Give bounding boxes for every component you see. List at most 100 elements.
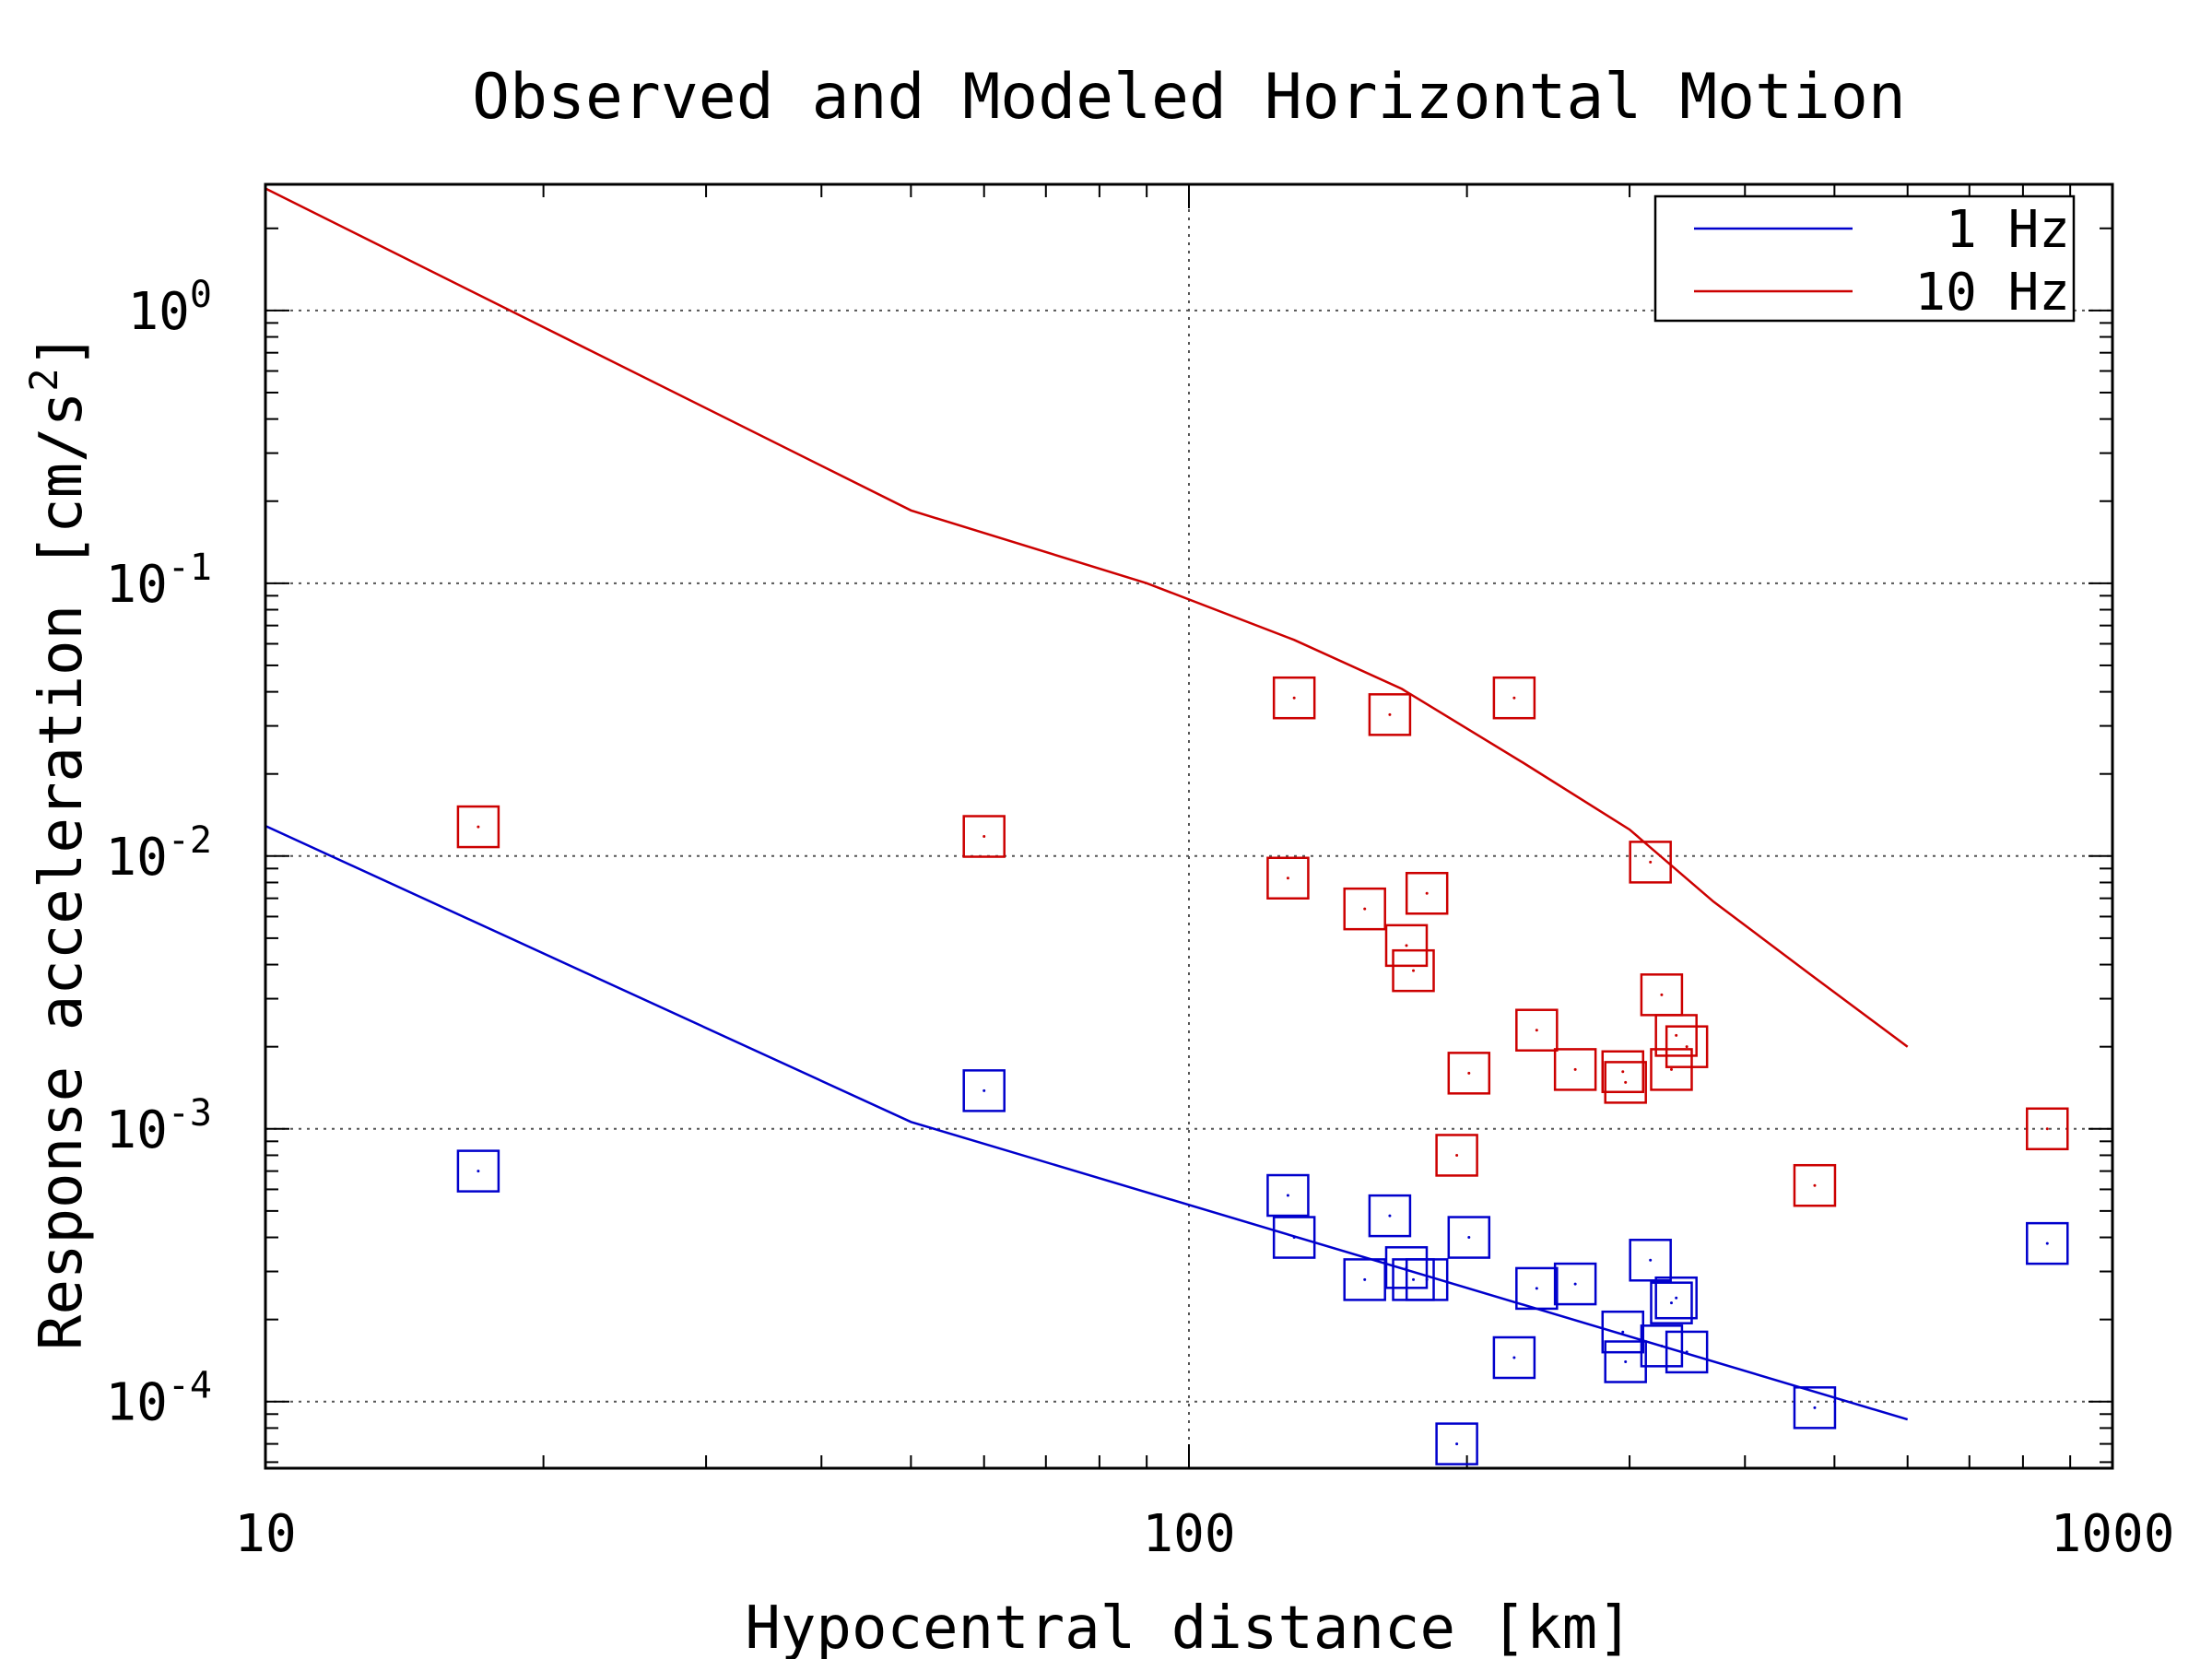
observed-point-dot	[1388, 712, 1392, 716]
observed-point	[1343, 887, 1386, 931]
x-tick-label: 100	[1142, 1504, 1235, 1564]
series-line-1-hz	[265, 824, 1909, 1421]
observed-point	[1435, 1422, 1478, 1465]
observed-point-dot	[477, 825, 480, 829]
observed-point-dot	[1292, 1236, 1296, 1240]
observed-point-dot	[1412, 1277, 1416, 1281]
observed-point-dot	[1388, 1214, 1392, 1218]
observed-point	[1435, 1134, 1478, 1177]
observed-point	[1447, 1052, 1491, 1095]
observed-point	[1654, 1014, 1698, 1057]
observed-point-dot	[1813, 1183, 1817, 1187]
observed-point-dot	[1649, 1258, 1653, 1262]
observed-point	[1492, 676, 1536, 720]
observed-point	[1368, 693, 1412, 736]
observed-point-dot	[1363, 907, 1367, 911]
observed-point-dot	[1573, 1282, 1577, 1286]
plot-frame	[264, 182, 2114, 1470]
observed-point	[1650, 1048, 1693, 1091]
observed-point-dot	[982, 1088, 986, 1092]
y-tick-label-base: 10	[105, 828, 167, 888]
y-tick-label-exp: 0	[190, 274, 212, 316]
observed-point	[1515, 1008, 1559, 1052]
observed-point	[2026, 1107, 2069, 1151]
observed-point	[1601, 1310, 1645, 1354]
x-axis-label: Hypocentral distance [km]	[745, 1594, 1632, 1659]
observed-point	[1266, 1173, 1310, 1218]
observed-point-dot	[1455, 1442, 1459, 1446]
observed-point	[1629, 1239, 1672, 1282]
observed-point	[1601, 1050, 1645, 1094]
observed-point-dot	[1286, 877, 1289, 880]
observed-point-dot	[1363, 1277, 1367, 1281]
observed-point-dot	[1813, 1406, 1817, 1409]
observed-point-dot	[1675, 1296, 1678, 1300]
observed-point	[1405, 872, 1449, 915]
observed-point	[456, 1149, 500, 1193]
observed-point	[1368, 1194, 1412, 1238]
y-axis-label-main: Response acceleration [cm/s	[28, 392, 96, 1350]
observed-point-dot	[1455, 1153, 1459, 1157]
observed-point-dot	[1535, 1029, 1538, 1032]
observed-point	[1665, 1330, 1709, 1374]
x-tick-labels: 10 100 1000	[234, 1504, 2174, 1564]
series-line-10-hz	[265, 187, 1909, 1048]
observed-point	[1629, 841, 1672, 884]
observed-point	[1384, 924, 1429, 968]
observed-point-dot	[2045, 1241, 2049, 1245]
y-tick-label-base: 10	[105, 555, 167, 615]
observed-point	[1515, 1266, 1559, 1311]
series-lines	[265, 187, 1909, 1421]
observed-point-dot	[1405, 944, 1408, 947]
observed-point	[1793, 1386, 1837, 1430]
y-tick-label-base: 10	[105, 1373, 167, 1433]
observed-point	[1447, 1216, 1491, 1259]
y-tick-label: 10-4	[105, 1365, 212, 1433]
observed-point-dot	[1512, 1356, 1516, 1359]
observed-point-dot	[1660, 1344, 1664, 1347]
y-axis-label-sup: 2	[21, 368, 66, 391]
observed-point	[1272, 1216, 1316, 1259]
chart-title: Observed and Modeled Horizontal Motion	[472, 61, 1906, 134]
observed-point-dot	[2045, 1127, 2049, 1131]
y-tick-label-base: 10	[105, 1100, 167, 1160]
observed-point	[1604, 1340, 1647, 1383]
x-tick-label: 10	[234, 1504, 296, 1564]
observed-point-dot	[1649, 860, 1653, 864]
observed-point-dot	[1685, 1350, 1688, 1354]
observed-point-dot	[477, 1170, 480, 1173]
observed-point	[1343, 1258, 1386, 1301]
grid	[265, 184, 2112, 1468]
observed-point-dot	[1412, 969, 1416, 972]
y-axis-label: Response acceleration [cm/s2]	[21, 333, 96, 1350]
observed-point-dot	[1669, 1067, 1673, 1071]
observed-point-dot	[1685, 1045, 1688, 1049]
observed-point	[456, 805, 500, 849]
observed-point-dot	[1425, 1277, 1429, 1281]
y-tick-label: 10-1	[105, 547, 212, 615]
observed-point	[1553, 1262, 1597, 1306]
y-tick-label-exp: -4	[168, 1365, 212, 1407]
observed-point	[1665, 1025, 1709, 1068]
observed-point	[1266, 856, 1310, 900]
x-tick-label: 1000	[2051, 1504, 2175, 1564]
observed-point-dot	[1512, 696, 1516, 700]
y-tick-label: 10-3	[105, 1092, 212, 1160]
observed-point	[1650, 1281, 1693, 1324]
observed-point-dot	[1535, 1287, 1538, 1290]
observed-point	[1640, 1324, 1684, 1368]
y-axis-label-end: ]	[28, 333, 96, 369]
observed-point-dot	[1621, 1330, 1625, 1334]
observed-point	[1392, 948, 1435, 993]
observed-point	[1604, 1061, 1647, 1104]
observed-point-dot	[1467, 1071, 1471, 1075]
observed-markers	[456, 676, 2069, 1465]
y-tick-label-exp: -3	[168, 1092, 212, 1135]
observed-point-dot	[1425, 891, 1429, 895]
observed-point-dot	[1675, 1033, 1678, 1037]
observed-point	[2026, 1221, 2069, 1265]
observed-point	[1654, 1276, 1698, 1320]
